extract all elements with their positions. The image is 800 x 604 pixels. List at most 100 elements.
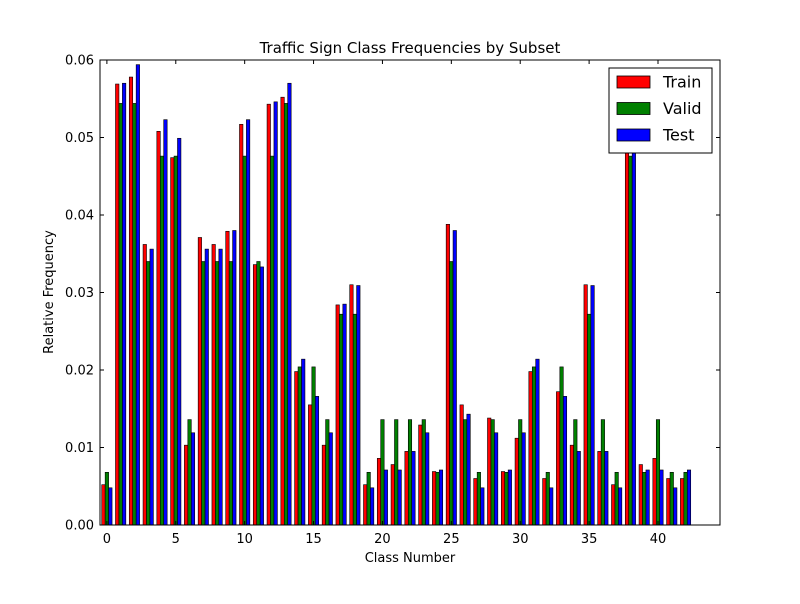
bar-valid-23 <box>421 419 426 526</box>
bar-test-17 <box>342 303 347 526</box>
bar-test-27 <box>480 487 485 526</box>
bar-test-23 <box>425 432 430 526</box>
bar-train-10 <box>239 124 244 526</box>
bar-valid-36 <box>600 419 605 526</box>
bar-train-33 <box>556 391 561 526</box>
bar-valid-25 <box>449 261 454 526</box>
bar-train-17 <box>335 304 340 526</box>
bar-test-9 <box>232 230 237 526</box>
bar-train-31 <box>528 371 533 526</box>
bar-valid-13 <box>283 103 289 526</box>
y-tick-label-6: 0.06 <box>65 54 94 69</box>
bar-test-3 <box>149 248 154 526</box>
bar-valid-33 <box>559 366 564 526</box>
bar-test-7 <box>204 248 209 526</box>
bar-valid-32 <box>545 471 550 526</box>
bar-test-25 <box>452 230 457 526</box>
bar-train-24 <box>432 471 437 526</box>
bar-valid-12 <box>270 155 275 526</box>
bar-valid-38 <box>628 155 633 526</box>
bar-test-16 <box>328 432 333 526</box>
bar-train-4 <box>156 131 161 526</box>
bar-valid-3 <box>146 261 151 526</box>
bar-train-30 <box>514 437 519 526</box>
bar-test-4 <box>163 119 168 526</box>
legend-label-train: Train <box>662 73 701 92</box>
bar-test-39 <box>645 469 650 526</box>
bar-valid-21 <box>394 419 399 526</box>
legend-label-test: Test <box>662 126 695 145</box>
bar-valid-14 <box>297 366 302 526</box>
bar-train-12 <box>266 103 271 526</box>
bar-test-1 <box>122 82 127 526</box>
bar-train-26 <box>459 404 464 526</box>
bar-test-33 <box>562 396 568 526</box>
bar-test-20 <box>383 469 388 526</box>
bar-train-35 <box>583 284 588 526</box>
bar-test-11 <box>259 266 264 526</box>
y-tick-label-0: 0.00 <box>65 519 94 534</box>
bar-test-29 <box>507 469 512 526</box>
bar-train-21 <box>390 464 395 526</box>
bar-train-5 <box>170 157 175 526</box>
bar-valid-4 <box>159 155 165 526</box>
bar-train-36 <box>597 451 602 526</box>
x-tick-label-30: 30 <box>512 532 529 547</box>
legend-label-valid: Valid <box>663 99 702 118</box>
bar-valid-40 <box>655 419 661 526</box>
x-tick-label-10: 10 <box>236 532 253 547</box>
bar-test-22 <box>411 451 416 526</box>
legend-swatch-valid <box>616 102 651 115</box>
bar-train-19 <box>363 484 368 526</box>
y-axis-ticks: 0.00 0.01 0.02 0.03 0.04 0.05 0.06 <box>65 54 720 534</box>
bar-test-18 <box>356 285 361 526</box>
x-tick-label-0: 0 <box>103 532 111 547</box>
bar-test-21 <box>397 469 402 526</box>
bar-test-30 <box>521 432 526 526</box>
bar-valid-26 <box>463 419 468 526</box>
x-tick-label-20: 20 <box>374 532 391 547</box>
bar-valid-5 <box>173 155 178 526</box>
bar-test-34 <box>576 451 581 526</box>
bar-test-5 <box>177 137 182 526</box>
bar-valid-35 <box>587 313 592 526</box>
y-tick-label-2: 0.02 <box>65 364 94 379</box>
y-tick-label-5: 0.05 <box>65 131 94 146</box>
bar-train-2 <box>128 76 134 526</box>
bar-test-19 <box>370 487 375 526</box>
bar-valid-30 <box>518 419 523 526</box>
y-axis-label: Relative Frequency <box>42 230 57 354</box>
bar-test-38 <box>631 101 636 526</box>
bar-valid-41 <box>669 471 674 526</box>
bar-valid-34 <box>573 419 578 526</box>
bar-train-8 <box>211 244 216 526</box>
bar-valid-19 <box>366 471 371 526</box>
bar-valid-7 <box>201 261 206 526</box>
bar-train-34 <box>569 444 574 526</box>
bar-train-3 <box>142 244 147 526</box>
bar-valid-16 <box>325 419 330 526</box>
bar-train-32 <box>542 478 547 526</box>
chart-title: Traffic Sign Class Frequencies by Subset <box>259 39 561 57</box>
bar-test-6 <box>190 432 196 526</box>
bar-train-13 <box>280 96 285 526</box>
bar-valid-39 <box>642 471 647 526</box>
bar-valid-1 <box>118 103 123 526</box>
y-tick-label-4: 0.04 <box>65 209 94 224</box>
bar-valid-37 <box>614 471 619 526</box>
bar-train-41 <box>666 478 671 526</box>
legend: Train Valid Test <box>608 67 713 154</box>
x-tick-label-15: 15 <box>305 532 322 547</box>
bar-valid-27 <box>476 471 481 526</box>
x-tick-label-40: 40 <box>650 532 667 547</box>
bar-valid-11 <box>256 261 261 526</box>
bar-valid-8 <box>215 261 220 526</box>
bar-test-15 <box>314 396 320 526</box>
bar-test-26 <box>466 413 471 526</box>
y-tick-label-1: 0.01 <box>65 441 94 456</box>
bar-train-37 <box>611 484 616 526</box>
bar-train-1 <box>115 83 120 526</box>
bar-test-12 <box>273 101 278 526</box>
x-axis-ticks: 0 5 10 15 20 25 30 35 40 <box>103 60 667 547</box>
